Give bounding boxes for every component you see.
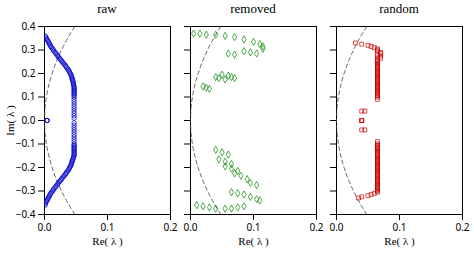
- svg-text:−0.2: −0.2: [16, 160, 36, 174]
- html-text:raw: raw: [97, 1, 117, 16]
- svg-text:0.2: 0.2: [309, 220, 323, 234]
- svg-text:0.4: 0.4: [21, 19, 35, 33]
- svg-text:Re( λ ): Re( λ ): [92, 235, 123, 248]
- svg-text:−0.1: −0.1: [16, 136, 36, 150]
- svg-text:Re( λ ): Re( λ ): [384, 235, 415, 248]
- html-text:removed: removed: [230, 1, 276, 16]
- svg-text:0.0: 0.0: [183, 220, 197, 234]
- html-text:random: random: [379, 1, 419, 16]
- svg-text:0.1: 0.1: [21, 89, 35, 103]
- svg-text:Re( λ ): Re( λ ): [238, 235, 269, 248]
- svg-text:0.1: 0.1: [246, 220, 260, 234]
- svg-text:0.0: 0.0: [21, 113, 35, 127]
- svg-text:0.2: 0.2: [163, 220, 177, 234]
- svg-text:0.0: 0.0: [329, 220, 343, 234]
- svg-text:−0.4: −0.4: [16, 207, 36, 221]
- svg-text:0.3: 0.3: [21, 42, 35, 56]
- svg-text:0.0: 0.0: [37, 220, 51, 234]
- svg-text:−0.3: −0.3: [16, 183, 36, 197]
- svg-text:0.1: 0.1: [100, 220, 114, 234]
- svg-text:0.2: 0.2: [455, 220, 469, 234]
- svg-text:0.1: 0.1: [392, 220, 406, 234]
- svg-text:0.2: 0.2: [21, 66, 35, 80]
- svg-text:Im( λ ): Im( λ ): [4, 105, 17, 136]
